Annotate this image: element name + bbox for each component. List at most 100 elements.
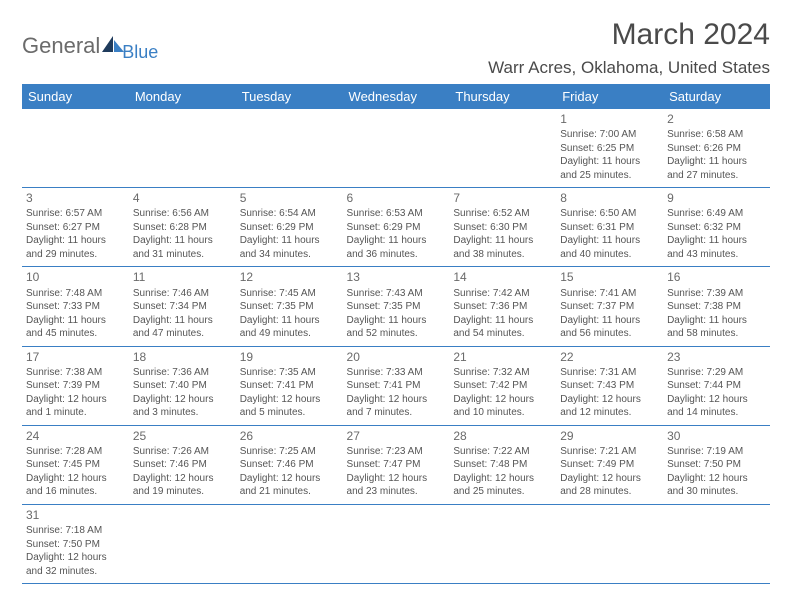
- day-line: and 49 minutes.: [240, 327, 339, 341]
- day-number: 29: [560, 428, 659, 444]
- day-line: Daylight: 11 hours: [453, 314, 552, 328]
- page-title: March 2024: [488, 18, 770, 52]
- day-line: Sunset: 6:29 PM: [240, 221, 339, 235]
- day-line: Sunset: 7:35 PM: [240, 300, 339, 314]
- day-line: Daylight: 11 hours: [133, 234, 232, 248]
- calendar-cell-empty: [449, 109, 556, 188]
- calendar-cell-empty: [129, 504, 236, 583]
- day-header: Monday: [129, 84, 236, 109]
- day-line: and 34 minutes.: [240, 248, 339, 262]
- calendar-cell-empty: [449, 504, 556, 583]
- day-line: Sunrise: 7:23 AM: [347, 445, 446, 459]
- calendar-cell: 24Sunrise: 7:28 AMSunset: 7:45 PMDayligh…: [22, 425, 129, 504]
- calendar-cell-empty: [343, 109, 450, 188]
- day-line: Daylight: 12 hours: [560, 472, 659, 486]
- calendar-cell: 25Sunrise: 7:26 AMSunset: 7:46 PMDayligh…: [129, 425, 236, 504]
- calendar-cell: 27Sunrise: 7:23 AMSunset: 7:47 PMDayligh…: [343, 425, 450, 504]
- day-line: and 1 minute.: [26, 406, 125, 420]
- day-line: Sunset: 6:31 PM: [560, 221, 659, 235]
- day-line: and 21 minutes.: [240, 485, 339, 499]
- day-line: Sunrise: 7:31 AM: [560, 366, 659, 380]
- day-line: Sunrise: 7:41 AM: [560, 287, 659, 301]
- calendar-cell: 2Sunrise: 6:58 AMSunset: 6:26 PMDaylight…: [663, 109, 770, 188]
- day-line: Sunset: 7:44 PM: [667, 379, 766, 393]
- day-line: Daylight: 11 hours: [240, 314, 339, 328]
- day-line: Sunrise: 6:56 AM: [133, 207, 232, 221]
- day-line: Sunset: 7:50 PM: [26, 538, 125, 552]
- day-line: Daylight: 12 hours: [667, 393, 766, 407]
- day-number: 27: [347, 428, 446, 444]
- day-number: 23: [667, 349, 766, 365]
- day-line: and 56 minutes.: [560, 327, 659, 341]
- day-number: 13: [347, 269, 446, 285]
- day-line: Sunrise: 7:45 AM: [240, 287, 339, 301]
- day-line: Daylight: 12 hours: [347, 393, 446, 407]
- day-header: Wednesday: [343, 84, 450, 109]
- day-line: Daylight: 12 hours: [133, 393, 232, 407]
- day-line: Sunrise: 7:32 AM: [453, 366, 552, 380]
- day-number: 8: [560, 190, 659, 206]
- day-number: 31: [26, 507, 125, 523]
- calendar-cell: 10 Sunrise: 7:48 AMSunset: 7:33 PMDayligh…: [22, 267, 129, 346]
- day-line: Sunrise: 7:48 AM: [26, 287, 125, 301]
- logo: General Blue: [22, 28, 158, 63]
- calendar-cell: 29Sunrise: 7:21 AMSunset: 7:49 PMDayligh…: [556, 425, 663, 504]
- day-line: Daylight: 11 hours: [133, 314, 232, 328]
- day-line: and 25 minutes.: [453, 485, 552, 499]
- day-number: 10: [26, 269, 125, 285]
- calendar-cell: 11Sunrise: 7:46 AMSunset: 7:34 PMDayligh…: [129, 267, 236, 346]
- calendar-row: 3Sunrise: 6:57 AMSunset: 6:27 PMDaylight…: [22, 188, 770, 267]
- calendar-cell: 19Sunrise: 7:35 AMSunset: 7:41 PMDayligh…: [236, 346, 343, 425]
- day-line: and 28 minutes.: [560, 485, 659, 499]
- day-number: 19: [240, 349, 339, 365]
- day-header-row: Sunday Monday Tuesday Wednesday Thursday…: [22, 84, 770, 109]
- day-line: and 52 minutes.: [347, 327, 446, 341]
- day-line: Sunrise: 7:19 AM: [667, 445, 766, 459]
- day-line: Daylight: 11 hours: [26, 314, 125, 328]
- day-number: 9: [667, 190, 766, 206]
- day-line: Sunset: 7:41 PM: [347, 379, 446, 393]
- calendar-cell: 18Sunrise: 7:36 AMSunset: 7:40 PMDayligh…: [129, 346, 236, 425]
- day-line: and 25 minutes.: [560, 169, 659, 183]
- day-line: Daylight: 12 hours: [347, 472, 446, 486]
- day-line: and 27 minutes.: [667, 169, 766, 183]
- day-header: Saturday: [663, 84, 770, 109]
- calendar-cell: 5Sunrise: 6:54 AMSunset: 6:29 PMDaylight…: [236, 188, 343, 267]
- day-number: 12: [240, 269, 339, 285]
- day-number: 24: [26, 428, 125, 444]
- logo-general: General: [22, 33, 100, 59]
- day-line: and 16 minutes.: [26, 485, 125, 499]
- day-line: Sunset: 7:37 PM: [560, 300, 659, 314]
- day-line: Sunset: 7:43 PM: [560, 379, 659, 393]
- day-line: Daylight: 12 hours: [133, 472, 232, 486]
- day-number: 16: [667, 269, 766, 285]
- calendar-cell: 26Sunrise: 7:25 AMSunset: 7:46 PMDayligh…: [236, 425, 343, 504]
- calendar-cell: 17Sunrise: 7:38 AMSunset: 7:39 PMDayligh…: [22, 346, 129, 425]
- day-number: 22: [560, 349, 659, 365]
- day-line: Sunrise: 6:52 AM: [453, 207, 552, 221]
- day-line: Daylight: 11 hours: [240, 234, 339, 248]
- day-line: Sunset: 7:41 PM: [240, 379, 339, 393]
- day-line: Sunset: 7:33 PM: [26, 300, 125, 314]
- day-line: Sunset: 7:49 PM: [560, 458, 659, 472]
- day-line: Sunrise: 7:42 AM: [453, 287, 552, 301]
- calendar-row: 1Sunrise: 7:00 AMSunset: 6:25 PMDaylight…: [22, 109, 770, 188]
- day-line: Daylight: 12 hours: [453, 472, 552, 486]
- calendar-cell-empty: [556, 504, 663, 583]
- day-line: Sunrise: 6:50 AM: [560, 207, 659, 221]
- day-number: 15: [560, 269, 659, 285]
- calendar-cell: 12 Sunrise: 7:45 AMSunset: 7:35 PMDayligh…: [236, 267, 343, 346]
- calendar-cell: 22Sunrise: 7:31 AMSunset: 7:43 PMDayligh…: [556, 346, 663, 425]
- calendar-row: 17Sunrise: 7:38 AMSunset: 7:39 PMDayligh…: [22, 346, 770, 425]
- day-line: Daylight: 11 hours: [667, 234, 766, 248]
- day-line: and 36 minutes.: [347, 248, 446, 262]
- day-line: Daylight: 11 hours: [26, 234, 125, 248]
- day-line: Sunset: 7:50 PM: [667, 458, 766, 472]
- calendar-cell: 7Sunrise: 6:52 AMSunset: 6:30 PMDaylight…: [449, 188, 556, 267]
- day-line: and 31 minutes.: [133, 248, 232, 262]
- day-number: 25: [133, 428, 232, 444]
- day-line: and 14 minutes.: [667, 406, 766, 420]
- day-line: Daylight: 12 hours: [26, 393, 125, 407]
- day-line: Daylight: 11 hours: [667, 155, 766, 169]
- day-number: 30: [667, 428, 766, 444]
